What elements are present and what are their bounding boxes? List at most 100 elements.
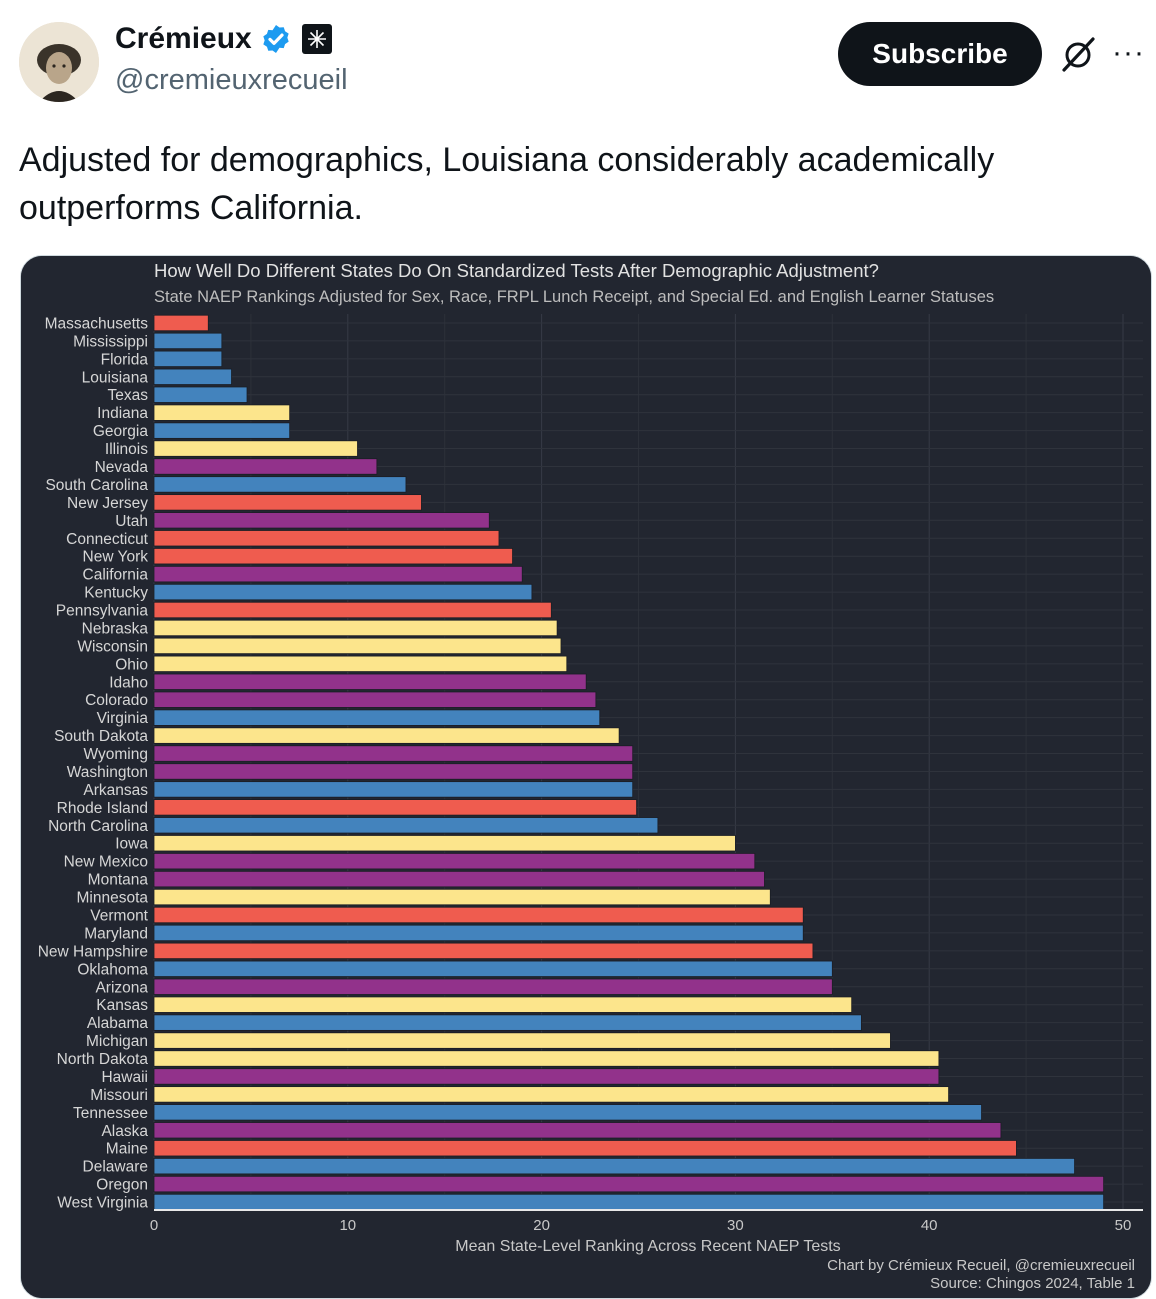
y-tick-label: New Jersey — [67, 495, 148, 512]
chart-source: Source: Chingos 2024, Table 1 — [930, 1275, 1135, 1292]
y-tick-label: Oklahoma — [77, 961, 148, 978]
bar-delaware — [153, 1158, 1075, 1175]
chart-image[interactable]: How Well Do Different States Do On Stand… — [20, 255, 1152, 1299]
y-tick-label: Iowa — [115, 836, 148, 853]
avatar[interactable] — [19, 22, 99, 102]
bar-south-carolina — [153, 476, 407, 493]
bar-kentucky — [153, 583, 533, 601]
bar-west-virginia — [153, 1193, 1105, 1211]
x-tick-label: 20 — [533, 1217, 550, 1234]
bar-massachusetts — [153, 314, 209, 332]
y-tick-label: Florida — [101, 351, 149, 368]
y-tick-label: New Mexico — [64, 854, 148, 871]
bar-louisiana — [153, 368, 232, 385]
y-tick-label: Alabama — [87, 1015, 149, 1032]
bar-indiana — [153, 404, 291, 421]
y-tick-label: Hawaii — [101, 1069, 148, 1086]
bar-north-dakota — [153, 1050, 940, 1067]
bar-missouri — [153, 1086, 949, 1103]
y-tick-label: Connecticut — [66, 531, 149, 548]
bar-chart: How Well Do Different States Do On Stand… — [21, 256, 1151, 1298]
bar-texas — [153, 386, 248, 403]
subscribe-button[interactable]: Subscribe — [838, 22, 1042, 86]
bar-maryland — [153, 924, 804, 942]
bar-new-york — [153, 548, 513, 565]
author-handle[interactable]: @cremieuxrecueil — [115, 64, 348, 96]
x-tick-label: 40 — [921, 1217, 938, 1234]
tweet-text: Adjusted for demographics, Louisiana con… — [19, 141, 995, 227]
y-tick-label: New York — [83, 549, 149, 566]
x-tick-label: 30 — [727, 1217, 744, 1234]
y-tick-label: Kansas — [96, 997, 148, 1014]
bar-kansas — [153, 996, 853, 1013]
y-tick-label: Pennsylvania — [56, 603, 149, 620]
bar-arizona — [153, 978, 833, 995]
x-tick-label: 50 — [1115, 1217, 1132, 1234]
bar-oklahoma — [153, 960, 833, 977]
y-tick-label: Ohio — [115, 656, 148, 673]
bar-michigan — [153, 1032, 891, 1049]
verified-badge-icon — [263, 25, 289, 53]
bar-pennsylvania — [153, 601, 552, 619]
bar-colorado — [153, 691, 597, 708]
bar-washington — [153, 763, 634, 780]
author-name-row[interactable]: Crémieux — [115, 22, 332, 56]
bar-alaska — [153, 1122, 1002, 1139]
bar-california — [153, 565, 523, 583]
y-tick-label: Wyoming — [84, 746, 148, 763]
bar-iowa — [153, 835, 736, 852]
y-tick-label: Utah — [115, 513, 148, 530]
y-tick-label: South Dakota — [54, 728, 148, 745]
y-tick-label: Maryland — [84, 925, 148, 942]
x-tick-label: 0 — [150, 1217, 158, 1234]
y-tick-label: Nebraska — [82, 620, 149, 637]
bar-wyoming — [153, 745, 634, 762]
grok-icon[interactable] — [1058, 34, 1098, 74]
y-tick-label: Kentucky — [84, 585, 148, 602]
bar-virginia — [153, 709, 601, 726]
avatar-portrait-image — [19, 22, 99, 102]
y-tick-label: Minnesota — [76, 890, 148, 907]
y-tick-label: Nevada — [95, 459, 149, 476]
bar-south-dakota — [153, 727, 620, 744]
y-tick-label: South Carolina — [45, 477, 148, 494]
affiliate-badge-icon — [301, 24, 332, 54]
bar-ohio — [153, 655, 568, 672]
bar-maine — [153, 1140, 1017, 1157]
y-tick-label: Maine — [106, 1141, 148, 1158]
bar-alabama — [153, 1014, 862, 1031]
bar-georgia — [153, 422, 291, 439]
bar-oregon — [153, 1175, 1105, 1193]
chart-subtitle: State NAEP Rankings Adjusted for Sex, Ra… — [154, 288, 994, 306]
y-tick-label: Missouri — [90, 1087, 148, 1104]
y-tick-label: Indiana — [97, 405, 148, 422]
bar-new-jersey — [153, 494, 422, 511]
bar-utah — [153, 512, 490, 529]
y-tick-label: Delaware — [83, 1159, 148, 1176]
more-options-icon[interactable]: ··· — [1112, 36, 1145, 69]
y-tick-label: Montana — [88, 872, 149, 889]
bar-tennessee — [153, 1104, 982, 1121]
bar-florida — [153, 350, 223, 367]
y-tick-label: Colorado — [85, 692, 148, 709]
bar-wisconsin — [153, 637, 562, 655]
y-tick-label: Virginia — [97, 710, 149, 727]
x-tick-label: 10 — [339, 1217, 356, 1234]
y-tick-label: Louisiana — [82, 369, 149, 386]
y-tick-label: West Virginia — [57, 1195, 148, 1212]
bar-new-mexico — [153, 853, 756, 870]
y-tick-label: Alaska — [101, 1123, 148, 1140]
y-tick-label: Oregon — [96, 1177, 148, 1194]
y-tick-label: Illinois — [105, 441, 148, 458]
y-tick-label: Massachusetts — [45, 315, 149, 332]
y-tick-label: North Dakota — [57, 1051, 149, 1068]
y-tick-label: Tennessee — [73, 1105, 148, 1122]
author-name[interactable]: Crémieux — [115, 22, 252, 55]
chart-title: How Well Do Different States Do On Stand… — [154, 260, 879, 281]
bar-montana — [153, 870, 765, 888]
y-tick-label: Idaho — [109, 674, 148, 691]
x-axis-label: Mean State-Level Ranking Across Recent N… — [455, 1238, 840, 1255]
bar-new-hampshire — [153, 942, 814, 960]
bar-nebraska — [153, 619, 558, 637]
bar-arkansas — [153, 781, 634, 798]
